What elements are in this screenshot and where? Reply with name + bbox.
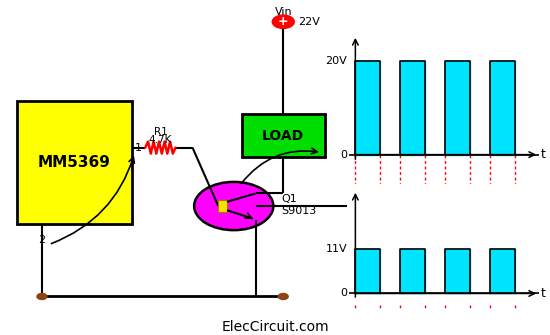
Text: MM5369: MM5369 — [38, 155, 111, 170]
Text: +: + — [278, 15, 289, 28]
Circle shape — [194, 182, 273, 230]
Text: R1: R1 — [153, 127, 167, 137]
Text: 1: 1 — [135, 143, 142, 153]
Text: 11V: 11V — [326, 244, 347, 254]
Text: t: t — [541, 287, 546, 300]
Circle shape — [272, 15, 294, 28]
Text: Q1: Q1 — [282, 194, 298, 204]
Text: 22V: 22V — [298, 17, 320, 27]
Text: t: t — [541, 148, 546, 161]
Text: ElecCircuit.com: ElecCircuit.com — [221, 320, 329, 334]
Bar — [242, 114, 324, 157]
Text: S9013: S9013 — [282, 206, 317, 216]
Text: 4.7K: 4.7K — [148, 135, 172, 145]
Circle shape — [278, 293, 288, 299]
Bar — [16, 100, 132, 224]
Text: 0: 0 — [340, 288, 347, 298]
Text: 20V: 20V — [326, 56, 347, 66]
Text: 0: 0 — [340, 150, 347, 159]
Bar — [218, 200, 227, 212]
Text: LOAD: LOAD — [262, 129, 304, 143]
Circle shape — [37, 293, 47, 299]
Text: 2: 2 — [39, 234, 46, 245]
Text: Vin: Vin — [274, 7, 292, 17]
